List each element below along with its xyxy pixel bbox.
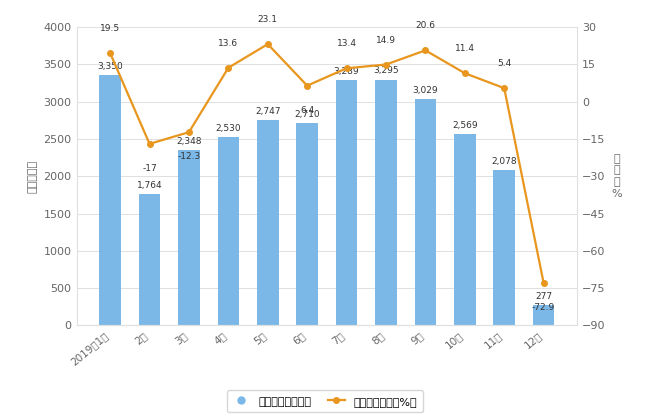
- Line: 数量同比增长（%）: 数量同比增长（%）: [107, 41, 547, 286]
- 数量同比增长（%）: [421, 48, 429, 53]
- Text: 19.5: 19.5: [100, 24, 120, 33]
- Text: 13.4: 13.4: [337, 39, 357, 48]
- Text: 5.4: 5.4: [497, 59, 512, 68]
- Text: 23.1: 23.1: [258, 15, 278, 24]
- Text: 14.9: 14.9: [376, 36, 396, 45]
- Text: 11.4: 11.4: [455, 45, 474, 53]
- Text: 3,350: 3,350: [98, 62, 123, 71]
- Bar: [257, 121, 279, 326]
- 数量同比增长（%）: [185, 130, 193, 135]
- 数量同比增长（%）: [500, 86, 508, 91]
- Text: 277: 277: [535, 291, 552, 301]
- Text: 20.6: 20.6: [415, 21, 436, 30]
- Y-axis label: 单位：万吨: 单位：万吨: [28, 160, 38, 193]
- Legend: 进口数量（万吨）, 数量同比增长（%）: 进口数量（万吨）, 数量同比增长（%）: [227, 391, 422, 412]
- Bar: [138, 194, 161, 326]
- 数量同比增长（%）: [264, 42, 272, 47]
- 数量同比增长（%）: [382, 62, 390, 67]
- Text: 2,348: 2,348: [176, 137, 202, 146]
- Text: -12.3: -12.3: [177, 152, 201, 161]
- 数量同比增长（%）: [461, 71, 469, 76]
- Bar: [99, 76, 121, 326]
- Text: 13.6: 13.6: [218, 39, 239, 48]
- 数量同比增长（%）: [146, 142, 153, 147]
- Bar: [218, 136, 239, 326]
- Text: 3,295: 3,295: [373, 66, 399, 76]
- Text: 3,289: 3,289: [333, 67, 359, 76]
- Text: -72.9: -72.9: [532, 303, 555, 312]
- Text: 3,029: 3,029: [413, 87, 438, 95]
- Text: 2,747: 2,747: [255, 108, 281, 116]
- Bar: [454, 134, 476, 326]
- 数量同比增长（%）: [343, 66, 350, 71]
- Text: -17: -17: [142, 164, 157, 173]
- Text: 2,530: 2,530: [216, 123, 241, 133]
- 数量同比增长（%）: [304, 83, 311, 88]
- Bar: [375, 79, 397, 326]
- Bar: [533, 305, 554, 326]
- Bar: [336, 80, 358, 326]
- 数量同比增长（%）: [540, 281, 547, 286]
- Text: 1,764: 1,764: [136, 181, 162, 190]
- Text: 2,710: 2,710: [294, 110, 320, 119]
- 数量同比增长（%）: [224, 65, 232, 70]
- Bar: [493, 171, 515, 326]
- Text: 2,078: 2,078: [491, 157, 517, 166]
- 数量同比增长（%）: [106, 50, 114, 55]
- Y-axis label: 增
幅
：
%: 增 幅 ： %: [612, 154, 622, 199]
- Bar: [415, 100, 436, 326]
- Bar: [178, 150, 200, 326]
- Bar: [296, 123, 318, 326]
- Text: 6.4: 6.4: [300, 105, 315, 115]
- Text: 2,569: 2,569: [452, 121, 478, 130]
